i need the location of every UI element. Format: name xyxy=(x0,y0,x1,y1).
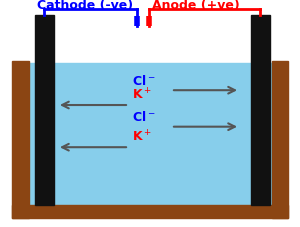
Text: Cl$^-$: Cl$^-$ xyxy=(132,110,156,124)
Bar xyxy=(34,16,54,205)
Bar xyxy=(28,64,272,205)
Text: K$^+$: K$^+$ xyxy=(132,87,152,102)
Bar xyxy=(12,205,288,218)
Text: K$^+$: K$^+$ xyxy=(132,129,152,144)
Text: Anode (+ve): Anode (+ve) xyxy=(152,0,239,12)
Bar xyxy=(12,61,28,218)
Text: Cathode (-ve): Cathode (-ve) xyxy=(38,0,134,12)
Bar xyxy=(250,16,270,205)
Text: Cl$^-$: Cl$^-$ xyxy=(132,74,156,87)
Bar xyxy=(272,61,288,218)
